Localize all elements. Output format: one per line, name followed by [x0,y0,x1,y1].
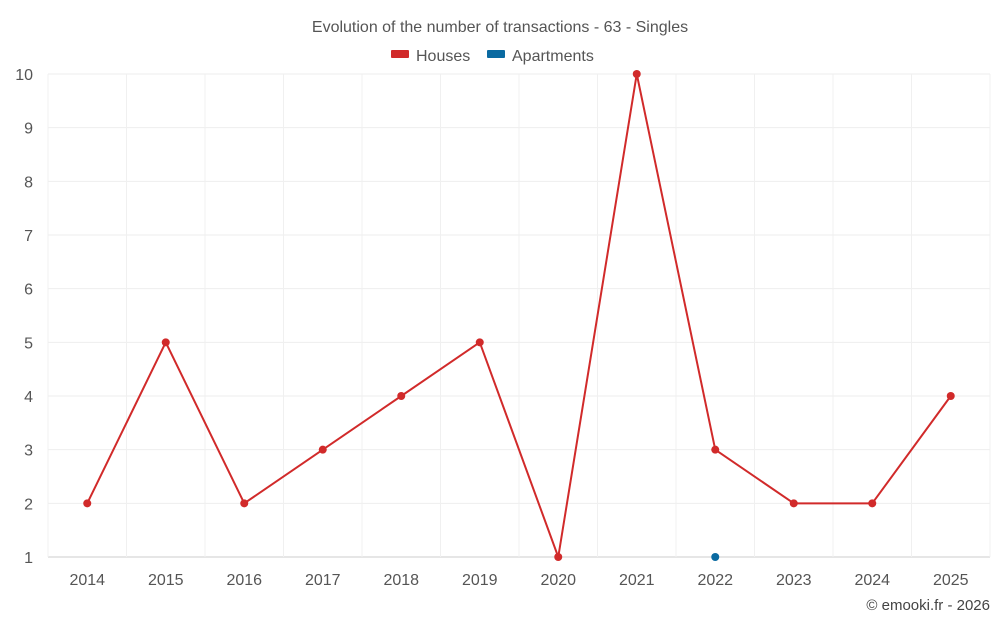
y-axis: 1 2 3 4 5 6 7 8 9 10 [15,67,33,567]
x-tick-label: 2022 [697,572,733,589]
y-tick-label: 9 [24,121,33,138]
y-tick-label: 5 [24,335,33,352]
x-tick-label: 2019 [462,572,498,589]
series-layer [83,70,955,561]
legend-label-apartments: Apartments [512,48,594,65]
legend-item-apartments[interactable]: Apartments [487,48,594,65]
x-tick-label: 2021 [619,572,655,589]
data-point-houses[interactable] [83,499,92,508]
x-tick-label: 2018 [383,572,419,589]
data-point-houses[interactable] [161,338,170,347]
data-point-houses[interactable] [475,338,484,347]
x-tick-label: 2024 [854,572,890,589]
legend: Houses Apartments [391,48,594,65]
legend-label-houses: Houses [416,48,470,65]
chart-title: Evolution of the number of transactions … [312,19,688,36]
x-tick-label: 2014 [69,572,105,589]
legend-swatch-apartments [487,50,505,58]
data-point-houses[interactable] [554,553,563,561]
y-tick-label: 6 [24,282,33,299]
y-tick-label: 2 [24,496,33,513]
y-tick-label: 10 [15,67,33,84]
data-point-houses[interactable] [318,445,327,454]
legend-swatch-houses [391,50,409,58]
y-tick-label: 4 [24,389,33,406]
y-tick-label: 8 [24,174,33,191]
y-tick-label: 1 [24,550,33,567]
y-tick-label: 7 [24,228,33,245]
grid [47,73,991,558]
credit-text: © emooki.fr - 2026 [866,597,990,614]
x-tick-label: 2015 [148,572,184,589]
series-line-houses [86,73,952,558]
data-point-houses[interactable] [789,499,798,508]
data-point-houses[interactable] [946,392,955,400]
x-tick-label: 2020 [540,572,576,589]
legend-item-houses[interactable]: Houses [391,48,470,65]
data-point-apartments[interactable] [711,553,720,561]
x-tick-label: 2025 [933,572,969,589]
data-point-houses[interactable] [397,392,406,400]
data-point-houses[interactable] [632,70,641,78]
x-tick-label: 2016 [226,572,262,589]
x-axis: 2014 2015 2016 2017 2018 2019 2020 2021 2022 2023… [69,572,968,589]
y-tick-label: 3 [24,443,33,460]
data-point-houses[interactable] [711,445,720,454]
x-tick-label: 2023 [776,572,812,589]
x-tick-label: 2017 [305,572,341,589]
data-point-houses[interactable] [240,499,249,508]
data-point-houses[interactable] [868,499,877,508]
